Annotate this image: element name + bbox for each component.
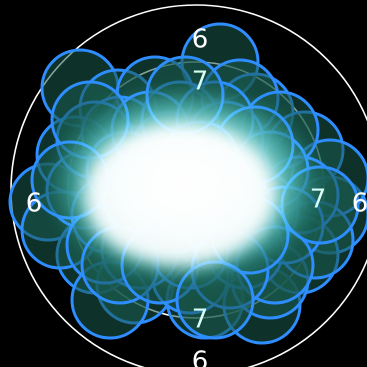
ring-label-right: 6 [352,189,367,219]
ring-label-inner-top: 7 [192,67,209,97]
ring-label-top: 6 [192,25,209,55]
ring-label-inner-bottom: 7 [192,305,209,335]
ring-label-bottom: 6 [192,347,209,367]
ring-label-left: 6 [26,189,43,219]
ring-labels: 6 6 6 6 7 7 7 [26,25,367,367]
hit-cluster-glow [47,85,323,285]
ring-label-inner-right: 7 [310,185,327,215]
